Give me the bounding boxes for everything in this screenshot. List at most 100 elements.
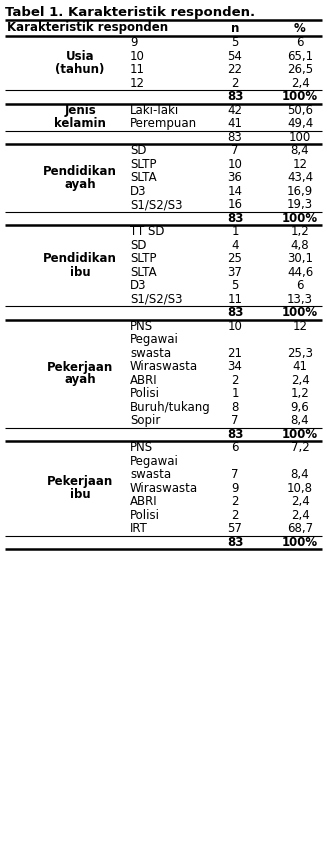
Text: ABRI: ABRI bbox=[130, 374, 158, 387]
Text: Wiraswasta: Wiraswasta bbox=[130, 360, 198, 373]
Text: 100%: 100% bbox=[282, 536, 318, 549]
Text: 83: 83 bbox=[227, 307, 243, 320]
Text: 1: 1 bbox=[231, 387, 239, 400]
Text: Tabel 1. Karakteristik responden.: Tabel 1. Karakteristik responden. bbox=[5, 6, 255, 19]
Text: 8,4: 8,4 bbox=[291, 414, 309, 427]
Text: Pendidikan: Pendidikan bbox=[43, 253, 117, 266]
Text: Karakteristik responden: Karakteristik responden bbox=[7, 22, 168, 35]
Text: 100%: 100% bbox=[282, 428, 318, 441]
Text: ibu: ibu bbox=[70, 488, 90, 501]
Text: 65,1: 65,1 bbox=[287, 49, 313, 62]
Text: SLTA: SLTA bbox=[130, 171, 157, 184]
Text: 41: 41 bbox=[228, 117, 243, 130]
Text: 34: 34 bbox=[228, 360, 242, 373]
Text: 8,4: 8,4 bbox=[291, 145, 309, 158]
Text: 2: 2 bbox=[231, 77, 239, 90]
Text: 14: 14 bbox=[228, 184, 243, 197]
Text: 6: 6 bbox=[296, 36, 304, 49]
Text: Laki-laki: Laki-laki bbox=[130, 104, 179, 117]
Text: S1/S2/S3: S1/S2/S3 bbox=[130, 293, 182, 306]
Text: swasta: swasta bbox=[130, 346, 171, 359]
Text: 1: 1 bbox=[231, 225, 239, 238]
Text: 10: 10 bbox=[130, 49, 145, 62]
Text: 50,6: 50,6 bbox=[287, 104, 313, 117]
Text: 2: 2 bbox=[231, 495, 239, 508]
Text: 7,2: 7,2 bbox=[291, 442, 309, 455]
Text: 36: 36 bbox=[228, 171, 242, 184]
Text: 7: 7 bbox=[231, 414, 239, 427]
Text: 68,7: 68,7 bbox=[287, 522, 313, 535]
Text: Buruh/tukang: Buruh/tukang bbox=[130, 401, 211, 414]
Text: 100%: 100% bbox=[282, 307, 318, 320]
Text: D3: D3 bbox=[130, 279, 146, 292]
Text: SLTP: SLTP bbox=[130, 158, 157, 171]
Text: 10: 10 bbox=[228, 320, 242, 333]
Text: Jenis: Jenis bbox=[64, 104, 96, 117]
Text: n: n bbox=[231, 22, 239, 35]
Text: 1,2: 1,2 bbox=[291, 387, 309, 400]
Text: 83: 83 bbox=[228, 131, 242, 144]
Text: 83: 83 bbox=[227, 428, 243, 441]
Text: %: % bbox=[294, 22, 306, 35]
Text: 25: 25 bbox=[228, 252, 242, 265]
Text: 44,6: 44,6 bbox=[287, 266, 313, 279]
Text: 6: 6 bbox=[231, 442, 239, 455]
Text: 9: 9 bbox=[231, 481, 239, 494]
Text: SLTP: SLTP bbox=[130, 252, 157, 265]
Text: 2,4: 2,4 bbox=[291, 508, 309, 521]
Text: 2: 2 bbox=[231, 508, 239, 521]
Text: 12: 12 bbox=[292, 320, 307, 333]
Text: 4,8: 4,8 bbox=[291, 239, 309, 252]
Text: 37: 37 bbox=[228, 266, 242, 279]
Text: 43,4: 43,4 bbox=[287, 171, 313, 184]
Text: Perempuan: Perempuan bbox=[130, 117, 197, 130]
Text: Pekerjaan: Pekerjaan bbox=[47, 360, 113, 373]
Text: ayah: ayah bbox=[64, 373, 96, 386]
Text: 100%: 100% bbox=[282, 212, 318, 225]
Text: 49,4: 49,4 bbox=[287, 117, 313, 130]
Text: 83: 83 bbox=[227, 90, 243, 103]
Text: S1/S2/S3: S1/S2/S3 bbox=[130, 198, 182, 211]
Text: 1,2: 1,2 bbox=[291, 225, 309, 238]
Text: 83: 83 bbox=[227, 536, 243, 549]
Text: 4: 4 bbox=[231, 239, 239, 252]
Text: Wiraswasta: Wiraswasta bbox=[130, 481, 198, 494]
Text: SD: SD bbox=[130, 239, 146, 252]
Text: 9,6: 9,6 bbox=[291, 401, 309, 414]
Text: 83: 83 bbox=[227, 212, 243, 225]
Text: kelamin: kelamin bbox=[54, 117, 106, 130]
Text: Usia: Usia bbox=[66, 50, 94, 63]
Text: 12: 12 bbox=[292, 158, 307, 171]
Text: 19,3: 19,3 bbox=[287, 198, 313, 211]
Text: 8,4: 8,4 bbox=[291, 469, 309, 481]
Text: D3: D3 bbox=[130, 184, 146, 197]
Text: 11: 11 bbox=[228, 293, 243, 306]
Text: 2,4: 2,4 bbox=[291, 77, 309, 90]
Text: 9: 9 bbox=[130, 36, 137, 49]
Text: 30,1: 30,1 bbox=[287, 252, 313, 265]
Text: 57: 57 bbox=[228, 522, 242, 535]
Text: 100: 100 bbox=[289, 131, 311, 144]
Text: Sopir: Sopir bbox=[130, 414, 160, 427]
Text: Polisi: Polisi bbox=[130, 387, 160, 400]
Text: 6: 6 bbox=[296, 279, 304, 292]
Text: 10: 10 bbox=[228, 158, 242, 171]
Text: Pendidikan: Pendidikan bbox=[43, 165, 117, 178]
Text: 25,3: 25,3 bbox=[287, 346, 313, 359]
Text: ayah: ayah bbox=[64, 178, 96, 191]
Text: 42: 42 bbox=[228, 104, 243, 117]
Text: 16: 16 bbox=[228, 198, 243, 211]
Text: 2,4: 2,4 bbox=[291, 495, 309, 508]
Text: 13,3: 13,3 bbox=[287, 293, 313, 306]
Text: 5: 5 bbox=[231, 279, 239, 292]
Text: 16,9: 16,9 bbox=[287, 184, 313, 197]
Text: PNS: PNS bbox=[130, 320, 153, 333]
Text: 12: 12 bbox=[130, 77, 145, 90]
Text: (tahun): (tahun) bbox=[55, 63, 105, 76]
Text: 2: 2 bbox=[231, 374, 239, 387]
Text: 100%: 100% bbox=[282, 90, 318, 103]
Text: TT SD: TT SD bbox=[130, 225, 164, 238]
Text: SD: SD bbox=[130, 145, 146, 158]
Text: ABRI: ABRI bbox=[130, 495, 158, 508]
Text: 7: 7 bbox=[231, 145, 239, 158]
